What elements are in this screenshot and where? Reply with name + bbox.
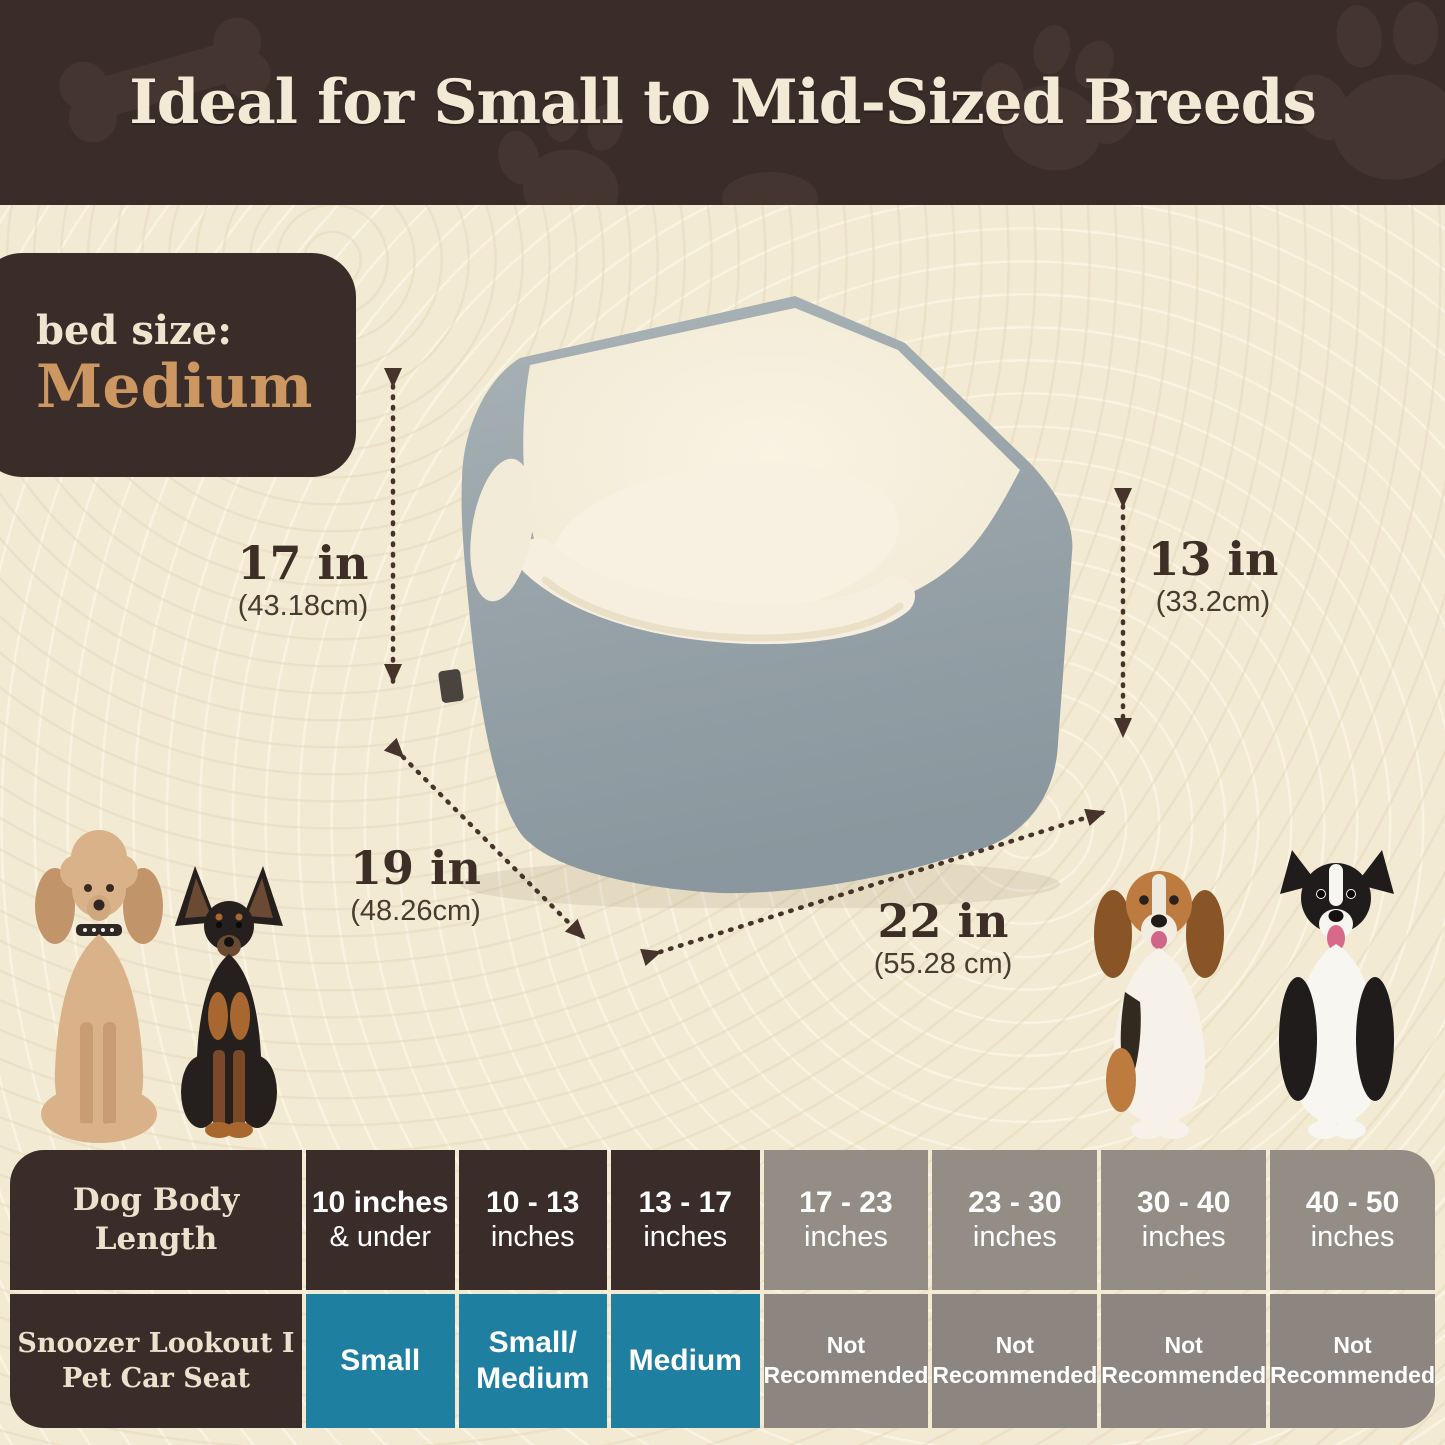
header-banner: Ideal for Small to Mid-Sized Breeds — [0, 0, 1445, 205]
fit-result-cell: Not Recommended — [932, 1294, 1098, 1428]
border-collie-image — [1279, 850, 1394, 1139]
length-range-header: 30 - 40 inches — [1101, 1150, 1267, 1290]
fit-result-cell: Not Recommended — [763, 1294, 929, 1428]
pad-blob — [722, 172, 818, 205]
dimension-value: 19 in — [350, 841, 481, 895]
length-range-header: 13 - 17 inches — [611, 1150, 760, 1290]
paw-print-icon — [1292, 2, 1445, 180]
dimension-metric: (48.26cm) — [350, 895, 481, 927]
page-title: Ideal for Small to Mid-Sized Breeds — [129, 67, 1317, 138]
dimension-front-height: 13 in (33.2cm) — [1128, 536, 1298, 619]
bed-size-label: bed size: — [36, 306, 232, 354]
dimension-back-height: 17 in (43.18cm) — [218, 540, 388, 623]
seat-fleece-roll — [518, 538, 915, 645]
fit-result-cell: Small — [306, 1294, 455, 1428]
length-range-header: 23 - 30 inches — [932, 1150, 1098, 1290]
miniature-pinscher-image — [175, 866, 283, 1138]
table-column: 10 inches & under Small — [306, 1150, 455, 1428]
length-range-header: 17 - 23 inches — [763, 1150, 929, 1290]
dimension-metric: (43.18cm) — [237, 590, 369, 622]
bed-size-value: Medium — [36, 351, 313, 422]
paw-bone-decor-icons — [59, 2, 1445, 205]
dimension-depth: 19 in (48.26cm) — [328, 845, 503, 928]
dimension-metric: (55.28 cm) — [873, 948, 1013, 980]
fit-result-cell: Not Recommended — [1270, 1294, 1435, 1428]
dimension-width: 22 in (55.28 cm) — [843, 898, 1043, 981]
length-range-header: 10 - 13 inches — [458, 1150, 607, 1290]
pet-car-seat-image — [438, 296, 1073, 908]
dimension-value: 13 in — [1147, 532, 1279, 586]
row-header-product-name: Snoozer Lookout I Pet Car Seat — [10, 1294, 302, 1428]
table-column: 23 - 30 inches Not Recommended — [932, 1150, 1098, 1428]
length-range-header: 10 inches & under — [306, 1150, 455, 1290]
fit-result-cell: Not Recommended — [1101, 1294, 1267, 1428]
dimension-value: 22 in — [877, 894, 1009, 948]
seat-cushion — [551, 462, 899, 624]
fit-result-cell: Medium — [611, 1294, 760, 1428]
beagle-image — [1094, 871, 1224, 1139]
length-range-header: 40 - 50 inches — [1270, 1150, 1435, 1290]
paw-print-icon — [981, 25, 1137, 171]
poodle-image — [35, 830, 163, 1143]
table-column: 10 - 13 inches Small/ Medium — [458, 1150, 607, 1428]
seat-fleece-roll-shade — [541, 576, 904, 642]
table-column: 40 - 50 inches Not Recommended — [1270, 1150, 1435, 1428]
dimension-metric: (33.2cm) — [1155, 586, 1271, 618]
table-column: 17 - 23 inches Not Recommended — [763, 1150, 929, 1428]
brand-tag — [438, 669, 464, 703]
table-column-labels: Dog Body Length Snoozer Lookout I Pet Ca… — [10, 1150, 302, 1428]
seat-fleece-spill — [470, 458, 534, 602]
size-fit-table: Dog Body Length Snoozer Lookout I Pet Ca… — [10, 1150, 1435, 1428]
fit-result-cell: Small/ Medium — [458, 1294, 607, 1428]
table-column: 13 - 17 inches Medium — [611, 1150, 760, 1428]
paw-print-icon — [498, 94, 623, 205]
row-header-dog-body-length: Dog Body Length — [10, 1150, 302, 1290]
bed-size-badge: bed size: Medium — [0, 253, 356, 477]
dimension-value: 17 in — [237, 536, 369, 590]
table-column: 30 - 40 inches Not Recommended — [1101, 1150, 1267, 1428]
bone-icon — [59, 17, 271, 143]
